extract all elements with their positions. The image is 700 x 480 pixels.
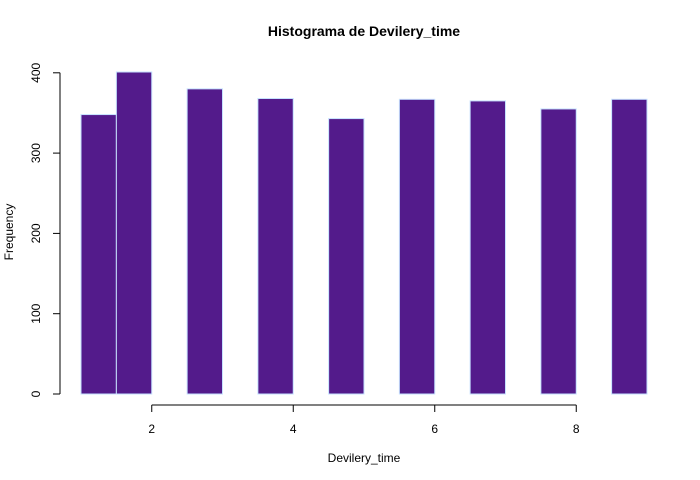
histogram-bar (186, 88, 223, 395)
bars-group (80, 71, 648, 395)
y-tick-label: 300 (29, 143, 43, 163)
y-tick-label: 100 (29, 303, 43, 323)
x-tick-label: 2 (148, 422, 155, 436)
x-axis-label: Devilery_time (328, 451, 401, 465)
histogram-bar (257, 97, 294, 395)
x-tick-label: 8 (573, 422, 580, 436)
x-tick-label: 6 (431, 422, 438, 436)
y-axis-label: Frequency (2, 204, 16, 261)
histogram-bar (611, 98, 648, 395)
chart-title: Histograma de Devilery_time (268, 23, 460, 39)
y-tick-label: 0 (29, 390, 43, 397)
y-axis: 0 100 200 300 400 (29, 62, 61, 397)
histogram-bar (115, 71, 153, 395)
y-tick-label: 400 (29, 62, 43, 82)
x-tick-label: 4 (290, 422, 297, 436)
histogram-bar (80, 114, 117, 395)
histogram-bar (398, 98, 436, 395)
y-tick-label: 200 (29, 223, 43, 243)
histogram-bar (469, 100, 506, 395)
histogram-bar (540, 108, 577, 395)
histogram-bar (328, 118, 365, 395)
x-axis: 2 4 6 8 (148, 404, 580, 436)
